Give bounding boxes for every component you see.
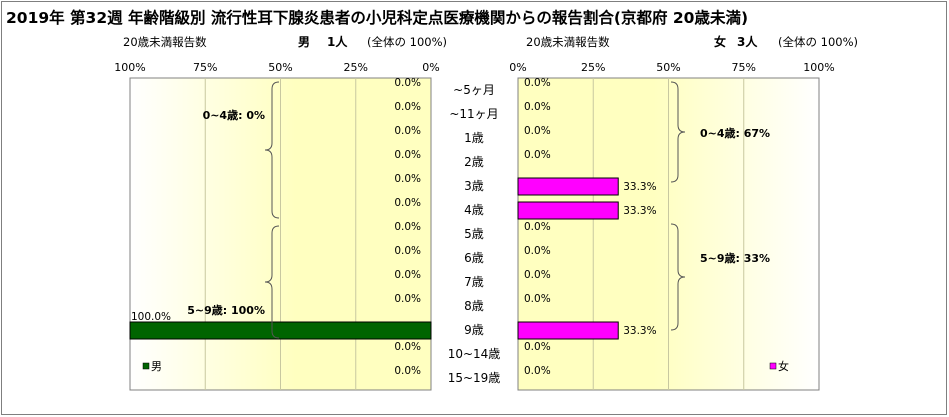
male-data-label: 0.0% <box>394 77 421 89</box>
male-bar <box>129 321 432 340</box>
category-label: 8歳 <box>464 299 484 313</box>
male-legend-swatch <box>142 362 150 370</box>
male-data-label: 0.0% <box>394 173 421 185</box>
female-tick-label: 0% <box>509 61 526 74</box>
female-tick-label: 75% <box>732 61 756 74</box>
male-data-label: 100.0% <box>131 311 171 323</box>
male-data-label: 0.0% <box>394 221 421 233</box>
female-data-label: 0.0% <box>524 149 551 161</box>
category-label: 6歳 <box>464 251 484 265</box>
male-header-count: 1人 <box>327 35 348 49</box>
category-label: 3歳 <box>464 179 484 193</box>
male-data-label: 0.0% <box>394 149 421 161</box>
male-data-label: 0.0% <box>394 293 421 305</box>
female-header-total: (全体の 100%) <box>778 35 859 49</box>
male-data-label: 0.0% <box>394 101 421 113</box>
category-label: 1歳 <box>464 131 484 145</box>
male-brace-label-5-9: 5~9歳: 100% <box>187 303 265 317</box>
male-brace-0-4 <box>264 81 280 219</box>
female-data-label: 33.3% <box>623 205 656 217</box>
category-label: 4歳 <box>464 203 484 217</box>
male-header-total: (全体の 100%) <box>367 35 448 49</box>
male-subtitle: 20歳未満報告数 <box>123 35 207 49</box>
female-tick-label: 100% <box>803 61 834 74</box>
female-bar <box>517 177 619 196</box>
male-data-label: 0.0% <box>394 269 421 281</box>
female-data-label: 0.0% <box>524 293 551 305</box>
male-data-label: 0.0% <box>394 245 421 257</box>
male-legend-label: 男 <box>151 360 162 373</box>
female-subtitle: 20歳未満報告数 <box>526 35 610 49</box>
male-header-label: 男 <box>298 35 311 49</box>
female-tick-label: 25% <box>581 61 605 74</box>
category-label: 9歳 <box>464 323 484 337</box>
male-data-label: 0.0% <box>394 341 421 353</box>
category-label: 15~19歳 <box>448 371 501 385</box>
female-brace-0-4 <box>670 81 686 183</box>
female-data-label: 0.0% <box>524 221 551 233</box>
female-data-label: 0.0% <box>524 77 551 89</box>
female-data-label: 0.0% <box>524 125 551 137</box>
chart-title: 2019年 第32週 年齢階級別 流行性耳下腺炎患者の小児科定点医療機関からの報… <box>6 9 749 27</box>
male-tick-label: 50% <box>268 61 292 74</box>
female-bar <box>517 321 619 340</box>
male-data-label: 0.0% <box>394 365 421 377</box>
female-legend-swatch <box>769 362 777 370</box>
male-tick-label: 100% <box>114 61 145 74</box>
male-tick-label: 0% <box>422 61 439 74</box>
category-label: 5歳 <box>464 227 484 241</box>
male-data-label: 0.0% <box>394 197 421 209</box>
female-brace-label-0-4: 0~4歳: 67% <box>700 126 770 140</box>
female-brace-5-9 <box>670 223 686 331</box>
female-header-label: 女 <box>714 35 727 49</box>
female-brace-label-5-9: 5~9歳: 33% <box>700 251 770 265</box>
male-tick-label: 25% <box>344 61 368 74</box>
female-bar <box>517 201 619 220</box>
male-tick-label: 75% <box>193 61 217 74</box>
female-data-label: 0.0% <box>524 245 551 257</box>
male-brace-5-9 <box>264 225 280 339</box>
female-data-label: 33.3% <box>623 325 656 337</box>
female-data-label: 0.0% <box>524 269 551 281</box>
category-label: ~5ヶ月 <box>453 83 495 97</box>
female-data-label: 0.0% <box>524 365 551 377</box>
male-data-label: 0.0% <box>394 125 421 137</box>
female-data-label: 33.3% <box>623 181 656 193</box>
female-header-count: 3人 <box>737 35 758 49</box>
male-brace-label-0-4: 0~4歳: 0% <box>203 108 265 122</box>
female-tick-label: 50% <box>656 61 680 74</box>
category-label: 10~14歳 <box>448 347 501 361</box>
female-legend-label: 女 <box>778 359 789 373</box>
category-label: ~11ヶ月 <box>449 107 498 121</box>
female-data-label: 0.0% <box>524 341 551 353</box>
female-data-label: 0.0% <box>524 101 551 113</box>
category-label: 2歳 <box>464 155 484 169</box>
category-label: 7歳 <box>464 275 484 289</box>
